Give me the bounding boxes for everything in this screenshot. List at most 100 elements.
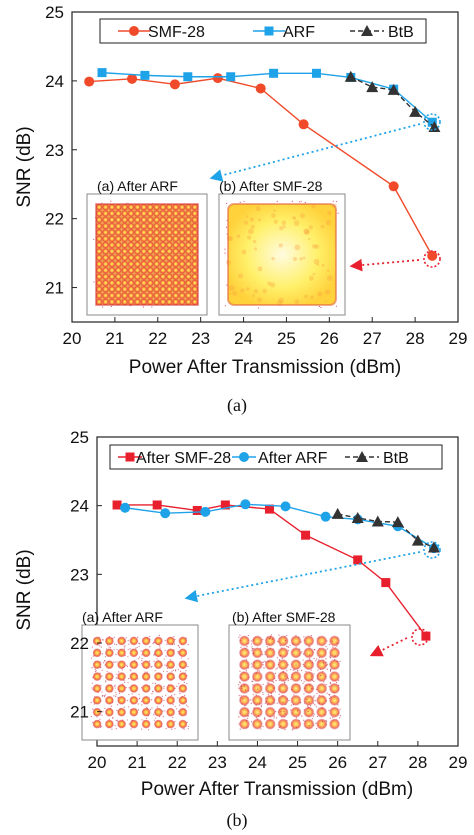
data-point	[371, 515, 384, 527]
data-point	[320, 511, 331, 522]
x-tick-label: 27	[368, 753, 387, 772]
inset-label: (a) After ARF	[97, 178, 178, 194]
legend-label: BtB	[383, 450, 409, 467]
x-tick-label: 27	[363, 329, 382, 348]
pointer-arrow	[369, 637, 408, 657]
data-point	[140, 70, 150, 80]
pointer-arrow	[349, 258, 420, 272]
x-tick-label: 28	[406, 329, 425, 348]
y-tick-label: 22	[45, 210, 64, 229]
plot-frame	[96, 436, 459, 747]
data-point	[84, 76, 95, 87]
pointer-arrow	[184, 551, 421, 603]
data-point	[112, 500, 122, 510]
data-point	[226, 72, 236, 82]
highlight-circle	[423, 113, 441, 131]
data-point	[353, 555, 363, 565]
y-tick-label: 25	[70, 428, 89, 447]
inset-label: (b) After SMF-28	[232, 609, 336, 625]
legend-marker	[129, 26, 139, 36]
x-tick-label: 26	[328, 753, 347, 772]
x-tick-label: 20	[63, 329, 82, 348]
y-tick-label: 21	[45, 279, 64, 298]
data-point	[366, 81, 379, 93]
series-after-arf	[120, 499, 439, 554]
inset-label: (b) After SMF-28	[219, 178, 323, 194]
legend-item: ARF	[253, 24, 315, 41]
series-line	[124, 503, 435, 549]
y-tick-label: 22	[70, 634, 89, 653]
figure-caption: (a)	[227, 395, 247, 416]
highlight-circle	[423, 250, 441, 268]
chart-panel-b: (a) After ARF (b) After SMF-28 20 21 22 23 24…	[14, 428, 467, 831]
constellation-inset	[81, 624, 199, 741]
data-point	[255, 83, 266, 94]
series-line	[101, 71, 433, 123]
data-point	[391, 516, 404, 528]
legend-item: BtB	[350, 24, 414, 41]
data-point	[160, 508, 171, 519]
data-point	[212, 73, 223, 84]
data-point	[200, 506, 211, 517]
data-point	[301, 530, 311, 540]
highlight-circle	[411, 628, 429, 646]
legend-marker	[356, 451, 368, 462]
data-point	[120, 502, 131, 513]
data-point	[152, 500, 162, 510]
x-tick-label: 23	[191, 329, 210, 348]
legend-label: ARF	[283, 24, 315, 41]
x-axis-label: Power After Transmission (dBm)	[141, 779, 413, 800]
inset-label: (a) After ARF	[82, 609, 163, 625]
x-tick-label: 28	[408, 753, 427, 772]
series-after-smf-28	[112, 500, 431, 641]
plot-frame	[71, 11, 459, 323]
legend-marker	[264, 26, 274, 36]
data-point	[169, 79, 180, 90]
constellation-inset	[218, 193, 346, 316]
y-tick-label: 25	[45, 3, 64, 22]
data-point	[240, 499, 251, 510]
x-tick-label: 22	[148, 329, 167, 348]
x-tick-label: 24	[234, 329, 253, 348]
y-tick-label: 23	[70, 565, 89, 584]
constellation-inset	[228, 624, 351, 741]
data-point	[269, 68, 279, 78]
y-axis-label: SNR (dB)	[14, 126, 35, 207]
data-point	[409, 105, 422, 117]
legend-item: After SMF-28	[118, 450, 231, 467]
data-point	[331, 507, 344, 519]
x-tick-label: 25	[277, 329, 296, 348]
data-point	[427, 541, 440, 553]
x-tick-label: 29	[449, 753, 468, 772]
data-point	[427, 117, 437, 127]
y-tick-label: 24	[70, 497, 89, 516]
data-point	[381, 578, 391, 588]
data-point	[127, 73, 138, 84]
x-tick-label: 23	[208, 753, 227, 772]
chart-panel-a: (a) After ARF (b) After SMF-28 20 21 22 23 24…	[14, 3, 467, 416]
x-tick-label: 24	[248, 753, 267, 772]
data-point	[427, 250, 438, 261]
data-point	[344, 70, 357, 82]
y-tick-label: 24	[45, 72, 64, 91]
legend-marker	[125, 452, 135, 462]
data-point	[97, 68, 107, 78]
x-tick-label: 29	[449, 329, 468, 348]
legend-item: SMF-28	[118, 24, 205, 41]
legend-marker	[239, 452, 249, 462]
data-point	[192, 505, 202, 515]
legend-label: BtB	[388, 24, 414, 41]
legend-label: After ARF	[258, 450, 328, 467]
series-btb	[331, 507, 440, 553]
data-point	[351, 512, 364, 524]
x-tick-label: 26	[320, 329, 339, 348]
highlight-circle	[423, 541, 441, 559]
x-tick-label: 21	[128, 753, 147, 772]
figure-caption: (b)	[227, 810, 248, 831]
pointer-arrow	[209, 123, 421, 182]
legend-box	[109, 444, 443, 470]
y-tick-label: 23	[45, 141, 64, 160]
data-point	[387, 83, 400, 95]
y-axis-label: SNR (dB)	[14, 549, 35, 630]
